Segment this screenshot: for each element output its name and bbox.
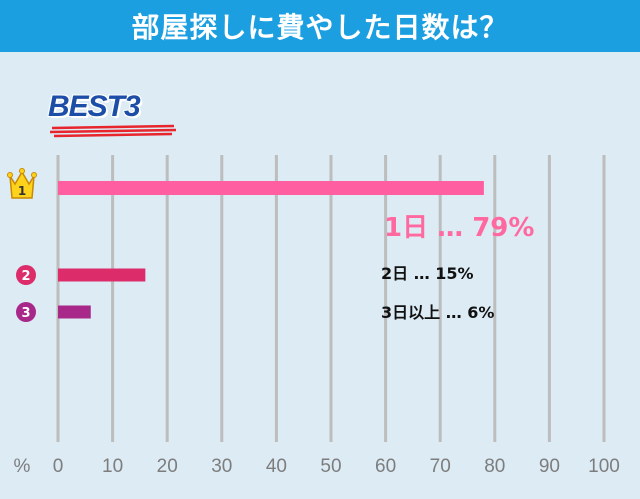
bar-rank-2 — [58, 268, 146, 282]
rank-3-icon — [16, 302, 36, 322]
chart-title: 部屋探しに費やした日数は？ — [131, 11, 509, 44]
bar-rank-3 — [58, 305, 91, 319]
x-tick-label-30: 30 — [211, 456, 232, 477]
rank-number-2: 2 — [21, 269, 30, 284]
rank-2-icon — [16, 265, 36, 285]
x-tick-label-10: 10 — [102, 456, 123, 477]
data-label-rank-3: 3日以上 … 6% — [381, 303, 495, 322]
x-tick-label-100: 100 — [588, 456, 620, 477]
x-tick-label-0: 0 — [53, 456, 64, 477]
x-tick-label-90: 90 — [539, 456, 560, 477]
crown-rank-1-icon — [7, 168, 37, 199]
badge-underline — [50, 124, 177, 138]
x-tick-label-80: 80 — [484, 456, 505, 477]
data-label-rank-1: 1日 … 79% — [384, 213, 535, 243]
best3-badge: BEST3 — [48, 90, 141, 123]
x-tick-label-40: 40 — [266, 456, 287, 477]
title-banner: 部屋探しに費やした日数は？ — [0, 0, 640, 52]
x-tick-label-50: 50 — [320, 456, 341, 477]
data-label-rank-2: 2日 … 15% — [381, 264, 474, 283]
x-axis-unit-label: % — [14, 456, 31, 477]
x-tick-label-20: 20 — [157, 456, 178, 477]
rank-number-3: 3 — [21, 306, 30, 321]
x-tick-label-70: 70 — [430, 456, 451, 477]
x-tick-label-60: 60 — [375, 456, 396, 477]
bar-rank-1 — [58, 181, 484, 195]
rank-number-1: 1 — [18, 184, 26, 198]
